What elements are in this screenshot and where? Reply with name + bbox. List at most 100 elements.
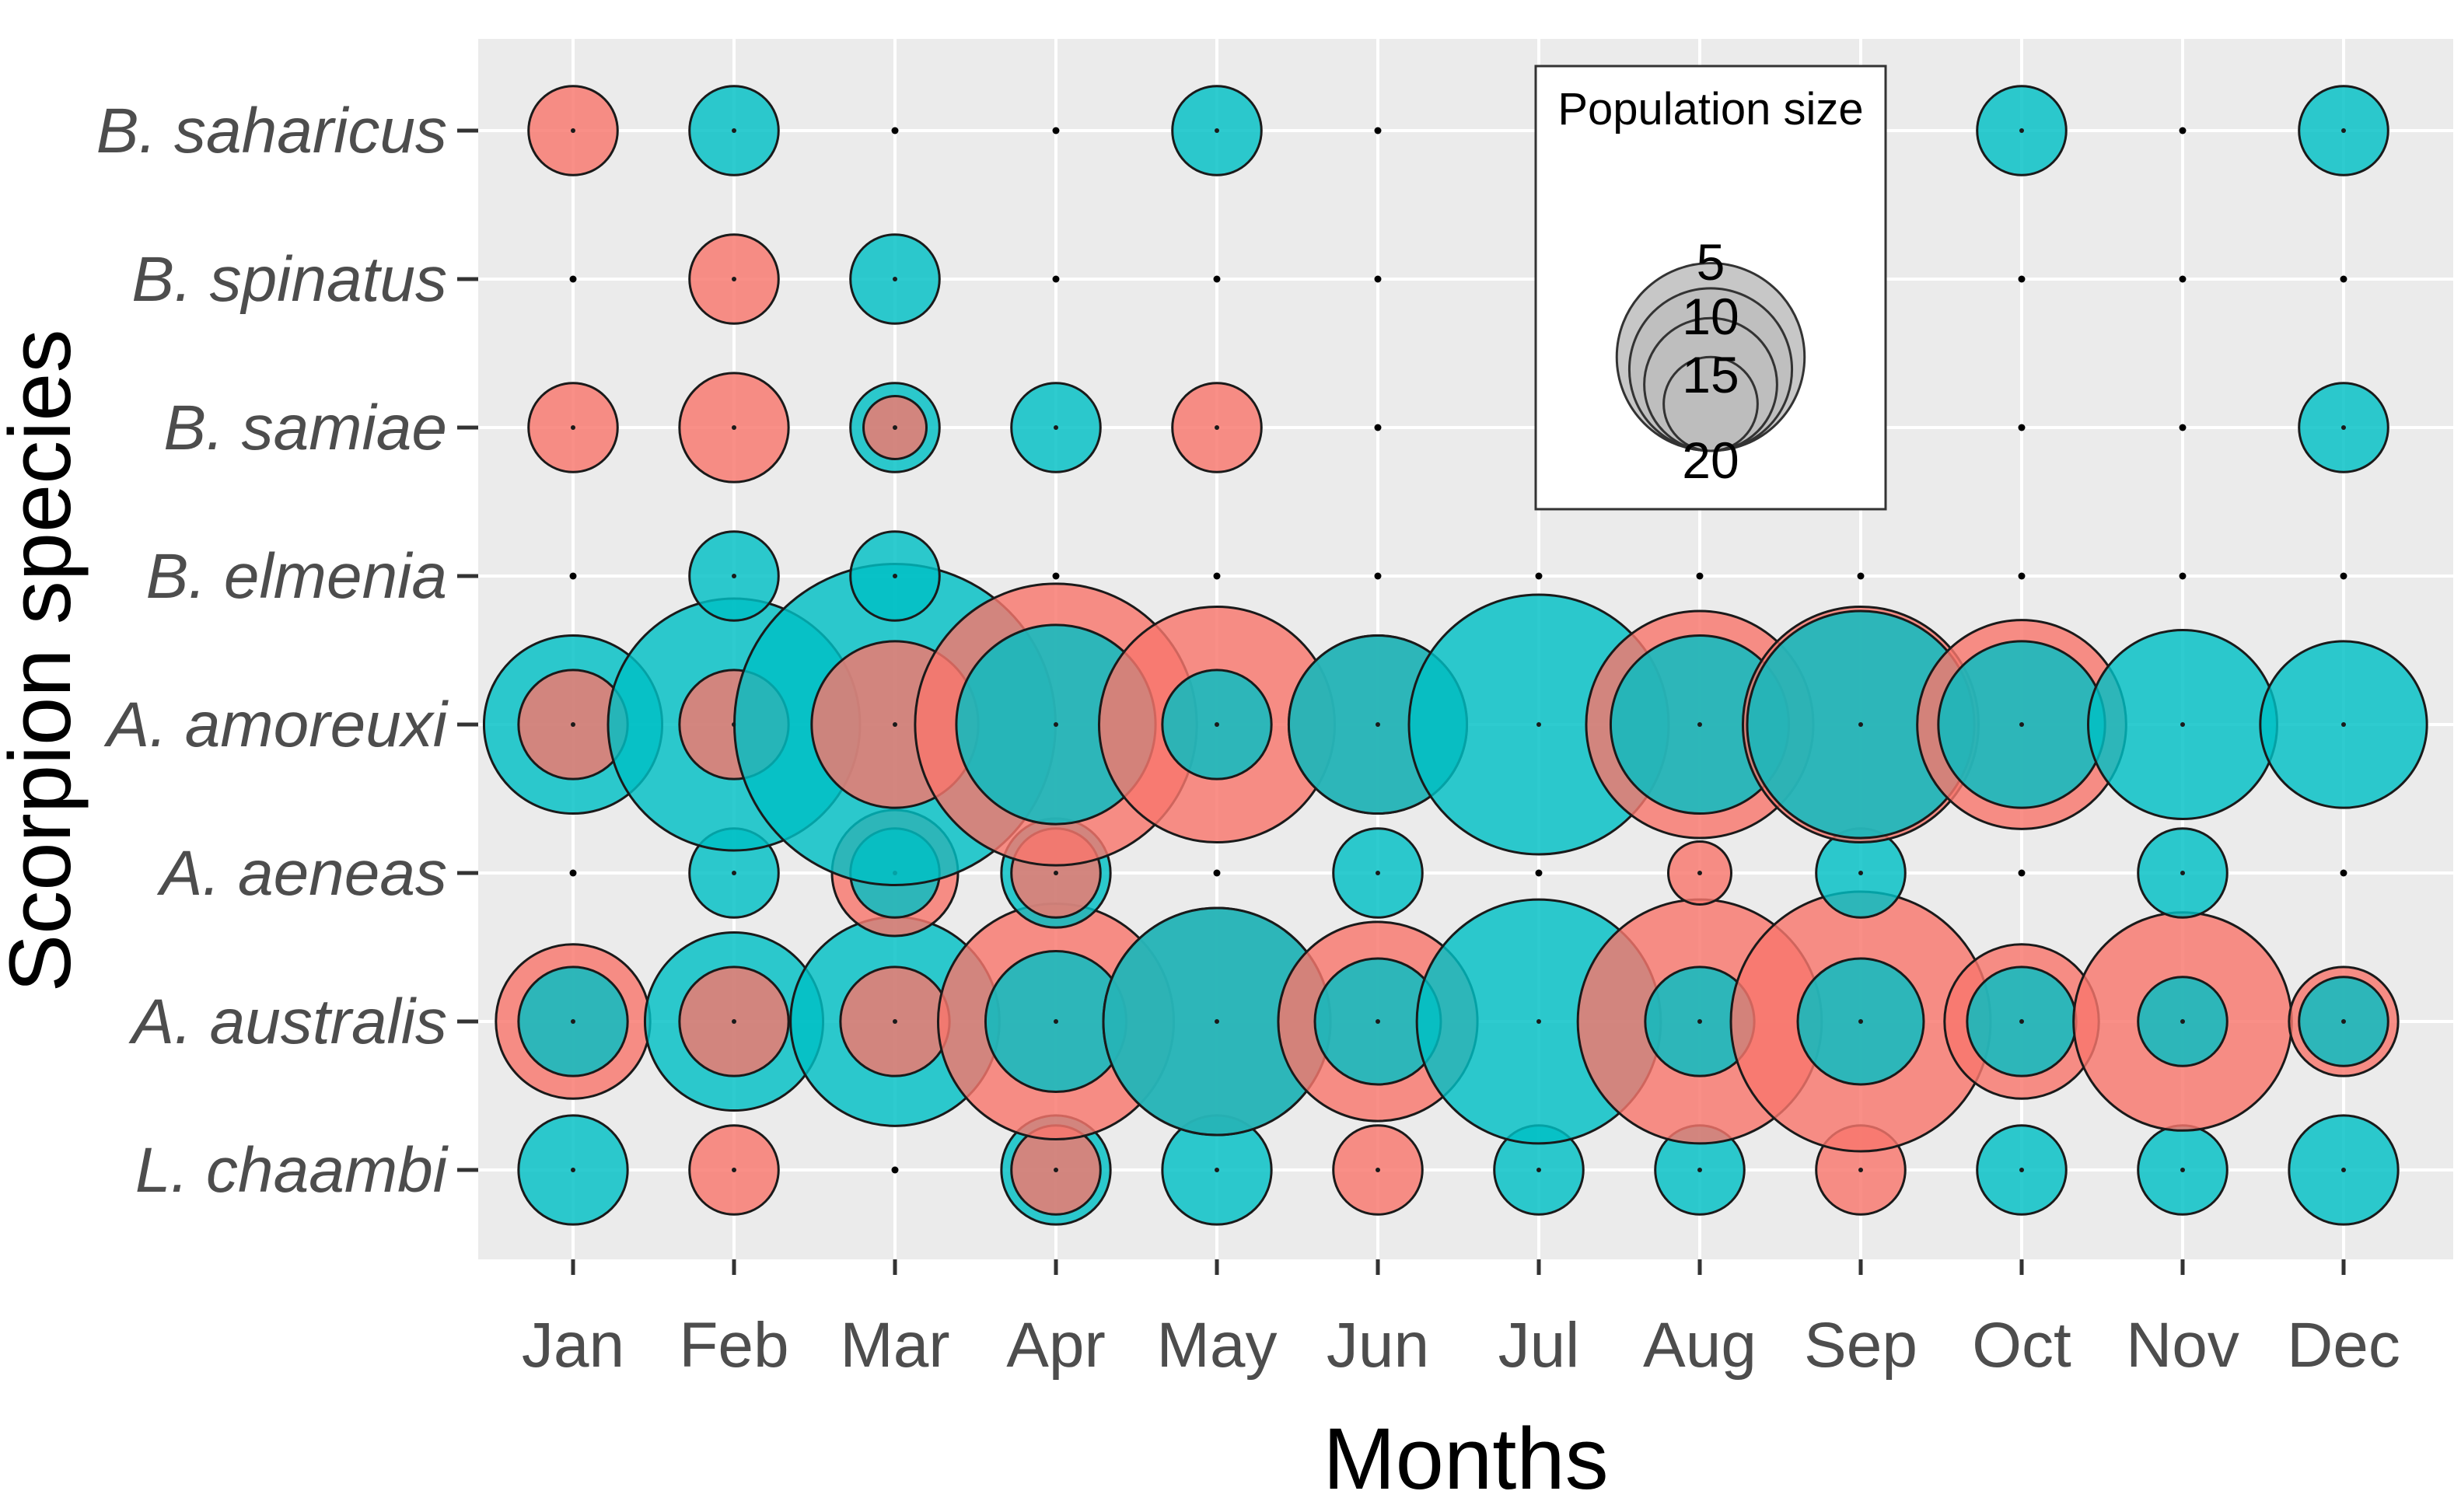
empty-point-b-elmenia-aug — [1696, 572, 1704, 580]
empty-point-b-elmenia-sep — [1857, 572, 1865, 580]
bubble-center-b-elmenia-mar — [893, 574, 897, 578]
bubble-center-a-amoreuxi-mar — [893, 722, 897, 727]
empty-point-b-elmenia-jan — [569, 572, 577, 580]
bubble-center-a-australis-aug — [1697, 1019, 1702, 1024]
empty-point-b-spinatus-apr — [1052, 275, 1060, 283]
bubble-center-b-samiae-dec — [2341, 425, 2346, 430]
empty-point-b-saharicus-mar — [891, 127, 899, 134]
bubble-center-a-australis-feb — [732, 1019, 736, 1024]
bubble-center-b-saharicus-dec — [2341, 128, 2346, 133]
x-tick-label-dec: Dec — [2287, 1310, 2400, 1381]
bubble-center-b-samiae-apr — [1054, 425, 1058, 430]
empty-point-b-elmenia-may — [1213, 572, 1221, 580]
bubble-center-a-amoreuxi-dec — [2341, 722, 2346, 727]
y-tick-label: A. australis — [128, 986, 447, 1057]
y-tick-label: B. elmenia — [146, 541, 447, 612]
bubble-center-l-chaambi-apr — [1054, 1168, 1058, 1172]
empty-point-a-aeneas-jul — [1535, 869, 1543, 877]
bubble-center-b-saharicus-oct — [2019, 128, 2024, 133]
x-tick-label-feb: Feb — [679, 1310, 788, 1381]
legend-label-5: 5 — [1697, 233, 1725, 291]
empty-point-b-elmenia-jul — [1535, 572, 1543, 580]
y-axis-title: Scorpion species — [0, 330, 89, 993]
x-tick-label-mar: Mar — [840, 1310, 949, 1381]
bubble-center-a-australis-nov — [2180, 1019, 2185, 1024]
bubble-center-a-australis-sep — [1858, 1019, 1863, 1024]
bubble-center-b-saharicus-jan — [571, 128, 575, 133]
x-tick-label-jul: Jul — [1498, 1310, 1580, 1381]
y-tick-label: B. samiae — [163, 393, 447, 463]
bubble-center-a-australis-apr — [1054, 1019, 1058, 1024]
x-tick-label-nov: Nov — [2126, 1310, 2239, 1381]
empty-point-b-spinatus-jan — [569, 275, 577, 283]
empty-point-b-saharicus-jun — [1374, 127, 1382, 134]
y-tick-label: L. chaambi — [135, 1135, 449, 1206]
y-tick-label: B. saharicus — [96, 96, 447, 166]
bubble-center-b-samiae-may — [1215, 425, 1219, 430]
bubble-center-l-chaambi-oct — [2019, 1168, 2024, 1172]
bubble-center-a-australis-dec — [2341, 1019, 2346, 1024]
bubble-center-b-elmenia-feb — [732, 574, 736, 578]
empty-point-a-aeneas-jan — [569, 869, 577, 877]
legend-label-20: 20 — [1682, 431, 1739, 489]
bubble-center-a-aeneas-sep — [1858, 871, 1863, 875]
bubble-center-b-samiae-feb — [732, 425, 736, 430]
empty-point-b-samiae-oct — [2018, 424, 2026, 431]
empty-point-l-chaambi-mar — [891, 1166, 899, 1174]
legend-title: Population size — [1557, 84, 1863, 134]
empty-point-b-spinatus-oct — [2018, 275, 2026, 283]
axis-layer: Jan Feb Mar Apr May Jun Jul Aug Sep Oct Nov Dec L. c… — [96, 96, 2400, 1381]
bubble-center-l-chaambi-jun — [1376, 1168, 1380, 1172]
bubble-center-a-amoreuxi-aug — [1697, 722, 1702, 727]
bubble-center-a-aeneas-apr — [1054, 871, 1058, 875]
bubble-center-b-samiae-jan — [571, 425, 575, 430]
x-tick-label-jan: Jan — [522, 1310, 624, 1381]
legend-label-15: 15 — [1682, 346, 1739, 403]
x-tick-label-oct: Oct — [1972, 1310, 2071, 1381]
legend-label-10: 10 — [1682, 288, 1739, 345]
bubble-center-a-australis-jun — [1376, 1019, 1380, 1024]
empty-point-b-spinatus-dec — [2340, 275, 2347, 283]
bubble-center-a-amoreuxi-jun — [1376, 722, 1380, 727]
bubble-center-a-aeneas-feb — [732, 871, 736, 875]
x-tick-label-sep: Sep — [1804, 1310, 1917, 1381]
y-tick-label: A. aeneas — [156, 838, 447, 909]
bubble-center-l-chaambi-jan — [571, 1168, 575, 1172]
empty-point-a-aeneas-dec — [2340, 869, 2347, 877]
bubble-center-b-spinatus-feb — [732, 277, 736, 281]
legend-circle-5 — [1662, 355, 1759, 452]
bubble-center-a-aeneas-nov — [2180, 871, 2185, 875]
x-tick-label-aug: Aug — [1643, 1310, 1757, 1381]
bubble-center-a-australis-oct — [2019, 1019, 2024, 1024]
bubble-center-l-chaambi-jul — [1536, 1168, 1541, 1172]
bubble-center-l-chaambi-may — [1215, 1168, 1219, 1172]
y-tick-label: A. amoreuxi — [103, 690, 449, 760]
empty-point-b-spinatus-may — [1213, 275, 1221, 283]
bubble-center-l-chaambi-dec — [2341, 1168, 2346, 1172]
empty-point-b-elmenia-oct — [2018, 572, 2026, 580]
bubble-layer — [482, 85, 2428, 1226]
x-tick-label-jun: Jun — [1327, 1310, 1429, 1381]
bubble-center-b-spinatus-mar — [893, 277, 897, 281]
y-tick-label: B. spinatus — [131, 244, 447, 315]
empty-point-a-aeneas-may — [1213, 869, 1221, 877]
x-tick-label-apr: Apr — [1006, 1310, 1106, 1381]
empty-point-b-saharicus-nov — [2179, 127, 2187, 134]
bubble-center-a-amoreuxi-sep — [1858, 722, 1863, 727]
empty-point-a-aeneas-oct — [2018, 869, 2026, 877]
bubble-center-a-amoreuxi-oct — [2019, 722, 2024, 727]
bubble-center-a-australis-may — [1215, 1019, 1219, 1024]
bubble-center-a-australis-mar — [893, 1019, 897, 1024]
empty-point-b-elmenia-jun — [1374, 572, 1382, 580]
empty-point-b-samiae-nov — [2179, 424, 2187, 431]
empty-point-b-spinatus-jun — [1374, 275, 1382, 283]
bubble-center-l-chaambi-sep — [1858, 1168, 1863, 1172]
empty-point-b-elmenia-apr — [1052, 572, 1060, 580]
empty-point-b-samiae-jun — [1374, 424, 1382, 431]
bubble-center-a-amoreuxi-apr — [1054, 722, 1058, 727]
empty-point-b-saharicus-apr — [1052, 127, 1060, 134]
bubble-center-b-saharicus-feb — [732, 128, 736, 133]
bubble-center-a-aeneas-jun — [1376, 871, 1380, 875]
